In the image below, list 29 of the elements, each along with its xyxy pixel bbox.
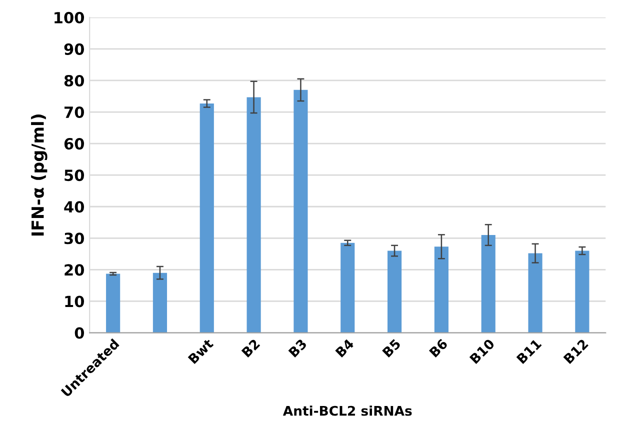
bar [106, 274, 120, 333]
x-tick-label: B4 [335, 338, 354, 358]
y-tick-label: 70 [64, 106, 84, 118]
bar [575, 250, 590, 333]
x-axis-title: Anti-BCL2 siRNAs [282, 406, 412, 416]
y-tick-label: 0 [74, 327, 84, 339]
y-tick-label: 90 [64, 43, 84, 55]
y-tick-label: 20 [64, 264, 84, 276]
bar [388, 250, 402, 333]
y-tick-label: 50 [64, 170, 84, 182]
y-tick-label: 60 [64, 138, 84, 150]
y-tick-label: 80 [64, 74, 84, 86]
bar [152, 272, 168, 333]
y-tick-label: 40 [64, 201, 84, 213]
y-tick-label: 100 [54, 12, 84, 24]
y-tick-label: 30 [64, 232, 84, 244]
bar [200, 103, 214, 333]
x-tick-label: B6 [428, 338, 448, 358]
bar [246, 97, 261, 333]
bar [294, 90, 308, 333]
bar [481, 235, 496, 333]
y-tick-label: 10 [65, 296, 84, 308]
x-tick-label: B5 [382, 338, 402, 358]
bar [340, 242, 355, 333]
x-tick-label: B3 [288, 338, 308, 358]
bar [528, 253, 542, 333]
y-axis-title: IFN-α (pg/ml) [31, 114, 48, 236]
x-tick-label: B2 [241, 338, 260, 358]
bar [434, 246, 448, 333]
